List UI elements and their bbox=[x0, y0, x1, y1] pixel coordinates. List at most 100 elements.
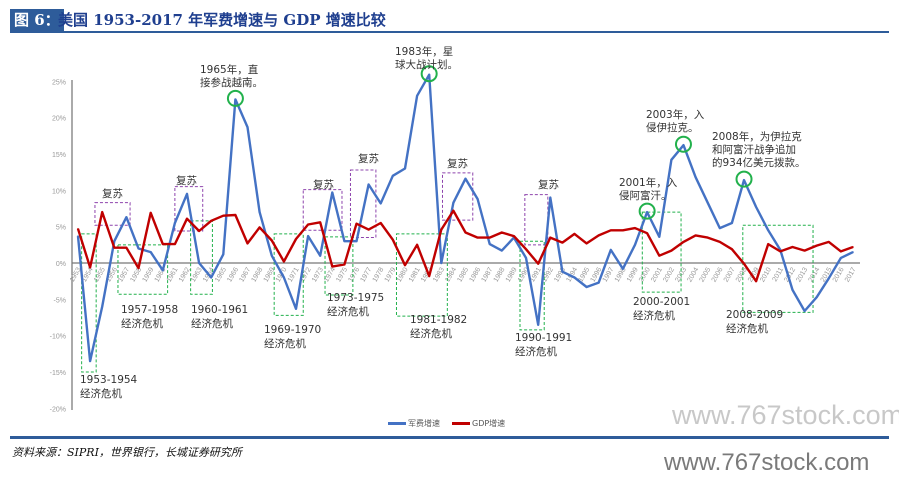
gdp-point bbox=[682, 241, 685, 243]
military-point bbox=[295, 308, 297, 310]
figure-title-bar: 图 6： 美国 1953-2017 年军费增速与 GDP 增速比较 bbox=[10, 9, 889, 33]
military-point bbox=[767, 229, 770, 232]
crisis-label-years: 2008-2009 bbox=[726, 309, 783, 321]
crisis-label-text: 经济危机 bbox=[515, 345, 557, 358]
military-point bbox=[246, 126, 249, 128]
gdp-point bbox=[670, 249, 673, 252]
crisis-box bbox=[81, 233, 97, 373]
gdp-point bbox=[137, 267, 140, 269]
military-point bbox=[343, 240, 346, 242]
gdp-point bbox=[537, 262, 539, 265]
military-point bbox=[646, 211, 648, 213]
military-point bbox=[561, 270, 564, 273]
gdp-point bbox=[270, 239, 273, 242]
y-tick-label: -5% bbox=[54, 297, 66, 304]
footer-divider bbox=[10, 436, 889, 439]
recovery-label: 复苏 bbox=[538, 178, 559, 191]
military-point bbox=[731, 222, 733, 224]
legend-label-military: 军费增速 bbox=[408, 419, 440, 428]
gdp-point bbox=[210, 220, 213, 222]
military-point bbox=[501, 249, 503, 252]
gdp-point bbox=[840, 250, 842, 253]
y-tick-label: 15% bbox=[52, 152, 66, 159]
military-point bbox=[694, 176, 697, 179]
gdp-point bbox=[779, 250, 782, 253]
military-point bbox=[706, 201, 709, 204]
gdp-point bbox=[852, 246, 854, 248]
recovery-label: 复苏 bbox=[358, 152, 379, 165]
military-point bbox=[210, 276, 213, 279]
military-point bbox=[367, 183, 370, 186]
gdp-point bbox=[573, 233, 576, 235]
military-point bbox=[815, 296, 818, 298]
military-point bbox=[161, 269, 164, 272]
gdp-point bbox=[791, 246, 794, 248]
gdp-point bbox=[379, 222, 382, 224]
gdp-point bbox=[488, 236, 491, 239]
legend-swatch-gdp bbox=[452, 422, 470, 425]
recovery-box bbox=[524, 194, 549, 246]
crisis-label-text: 经济危机 bbox=[264, 337, 306, 350]
military-point bbox=[658, 236, 661, 238]
gdp-point bbox=[404, 264, 406, 266]
gdp-point bbox=[525, 248, 527, 250]
recovery-label: 复苏 bbox=[176, 174, 197, 187]
event-label: 接参战越南。 bbox=[200, 76, 263, 89]
military-point bbox=[452, 201, 455, 204]
gdp-point bbox=[549, 236, 552, 239]
y-tick-label: -10% bbox=[50, 334, 66, 341]
gdp-point bbox=[125, 246, 128, 249]
crisis-label-text: 经济危机 bbox=[327, 305, 369, 318]
military-point bbox=[476, 198, 479, 200]
event-highlight-circle bbox=[674, 135, 692, 153]
gdp-point bbox=[234, 214, 237, 216]
crisis-box bbox=[324, 236, 354, 296]
gdp-point bbox=[113, 246, 116, 249]
gdp-point bbox=[440, 228, 443, 231]
crisis-box bbox=[190, 220, 213, 295]
gdp-point bbox=[755, 280, 757, 282]
gdp-point bbox=[355, 222, 358, 225]
military-point bbox=[416, 94, 418, 97]
gdp-point bbox=[186, 217, 188, 220]
y-tick-label: -15% bbox=[50, 370, 66, 377]
gdp-point bbox=[743, 262, 745, 265]
military-point bbox=[307, 235, 309, 237]
military-point bbox=[331, 191, 334, 194]
military-point bbox=[101, 305, 104, 308]
military-point bbox=[258, 211, 261, 213]
recovery-box bbox=[94, 202, 131, 226]
legend-swatch-military bbox=[388, 422, 406, 425]
crisis-label-years: 1960-1961 bbox=[191, 304, 248, 316]
military-point bbox=[743, 179, 745, 181]
military-point bbox=[597, 281, 600, 284]
military-point bbox=[791, 289, 794, 291]
gdp-point bbox=[585, 242, 588, 245]
military-point bbox=[840, 257, 842, 259]
gdp-point bbox=[319, 221, 321, 224]
gdp-point bbox=[803, 249, 806, 252]
legend-item-military: 军费增速 bbox=[388, 418, 440, 429]
event-label: 1983年，星 bbox=[395, 45, 453, 58]
crisis-label-years: 1953-1954 bbox=[80, 374, 138, 386]
gdp-point bbox=[561, 241, 564, 244]
crisis-box bbox=[273, 233, 304, 316]
gdp-point bbox=[646, 232, 648, 234]
gdp-point bbox=[89, 266, 91, 269]
military-point bbox=[440, 262, 443, 264]
gdp-point bbox=[331, 265, 334, 268]
figure-number: 图 6： bbox=[10, 9, 64, 31]
legend-label-gdp: GDP增速 bbox=[472, 419, 506, 428]
watermark-top: www.767stock.com bbox=[672, 400, 899, 430]
military-point bbox=[319, 254, 321, 257]
watermark-bottom: www.767stock.com bbox=[664, 449, 870, 476]
crisis-label-years: 1973-1975 bbox=[327, 292, 384, 304]
crisis-box bbox=[641, 211, 682, 293]
gdp-point bbox=[283, 260, 285, 263]
recovery-label: 复苏 bbox=[447, 157, 468, 170]
military-point bbox=[392, 174, 394, 177]
gdp-point bbox=[706, 236, 709, 239]
gdp-point bbox=[246, 242, 249, 245]
gdp-point bbox=[610, 229, 612, 232]
